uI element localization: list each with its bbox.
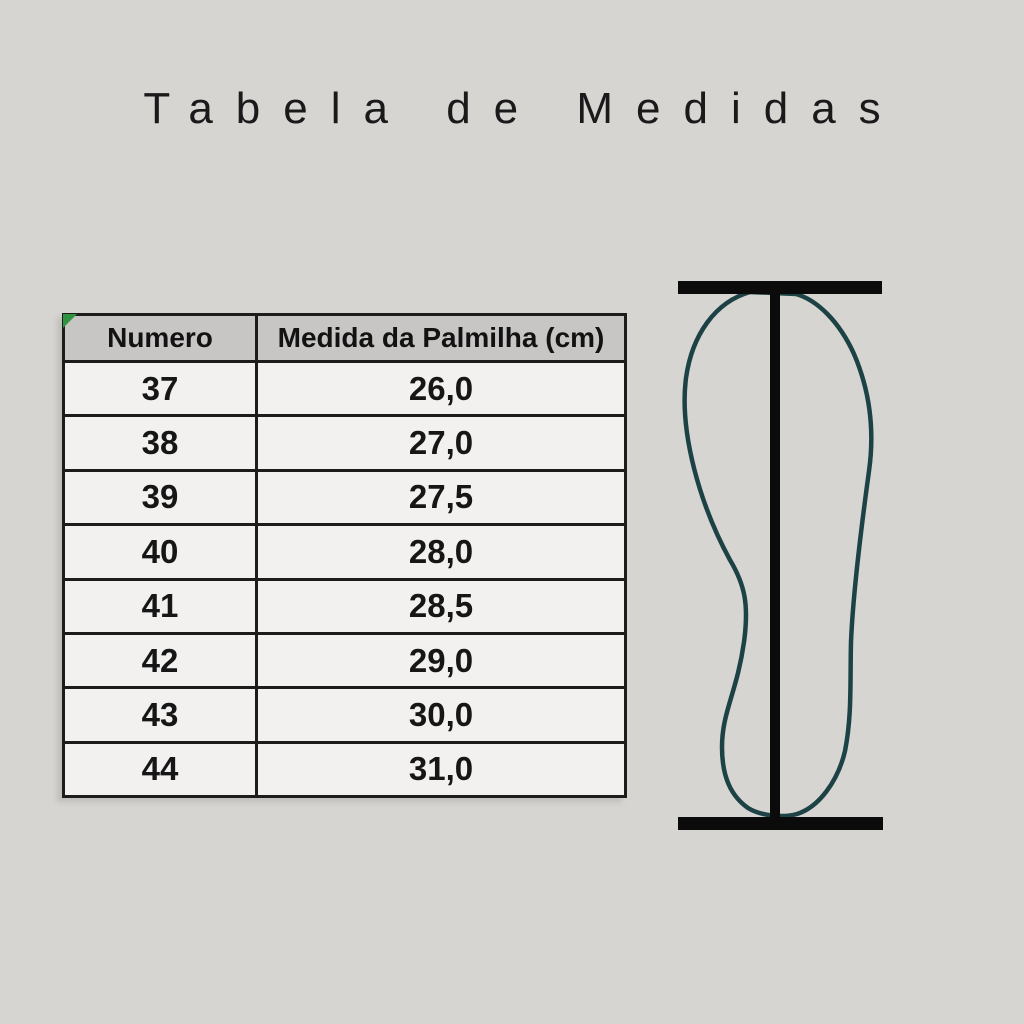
table-row: 37 26,0 <box>62 359 627 418</box>
page-title: Tabela de Medidas <box>143 84 904 133</box>
corner-triangle <box>63 314 77 328</box>
measure-cell: 26,0 <box>255 359 627 418</box>
size-cell: 38 <box>62 414 258 472</box>
measure-bar-bottom <box>678 817 883 830</box>
measure-cell: 28,0 <box>255 523 627 581</box>
column-header-medida: Medida da Palmilha (cm) <box>255 313 627 363</box>
size-table: Numero Medida da Palmilha (cm) 37 26,0 3… <box>62 313 627 799</box>
size-cell: 42 <box>62 631 258 690</box>
size-cell: 44 <box>62 740 258 799</box>
table-row: 44 31,0 <box>62 740 627 799</box>
table-row: 42 29,0 <box>62 631 627 690</box>
table-row: 39 27,5 <box>62 468 627 527</box>
excel-corner-marker-icon <box>63 314 77 328</box>
size-cell: 40 <box>62 523 258 581</box>
measure-bar-vertical <box>770 286 780 826</box>
measure-cell: 28,5 <box>255 577 627 635</box>
measure-cell: 29,0 <box>255 631 627 690</box>
measure-cell: 31,0 <box>255 740 627 799</box>
measure-cell: 27,0 <box>255 414 627 472</box>
column-header-numero: Numero <box>62 313 258 363</box>
size-cell: 43 <box>62 686 258 744</box>
measure-cell: 30,0 <box>255 686 627 744</box>
measure-cell: 27,5 <box>255 468 627 527</box>
size-cell: 37 <box>62 359 258 418</box>
table-row: 41 28,5 <box>62 577 627 635</box>
table-header-row: Numero Medida da Palmilha (cm) <box>62 313 627 363</box>
size-cell: 41 <box>62 577 258 635</box>
insole-length-diagram <box>678 281 883 830</box>
table-row: 40 28,0 <box>62 523 627 581</box>
table-row: 43 30,0 <box>62 686 627 744</box>
table-row: 38 27,0 <box>62 414 627 472</box>
size-cell: 39 <box>62 468 258 527</box>
